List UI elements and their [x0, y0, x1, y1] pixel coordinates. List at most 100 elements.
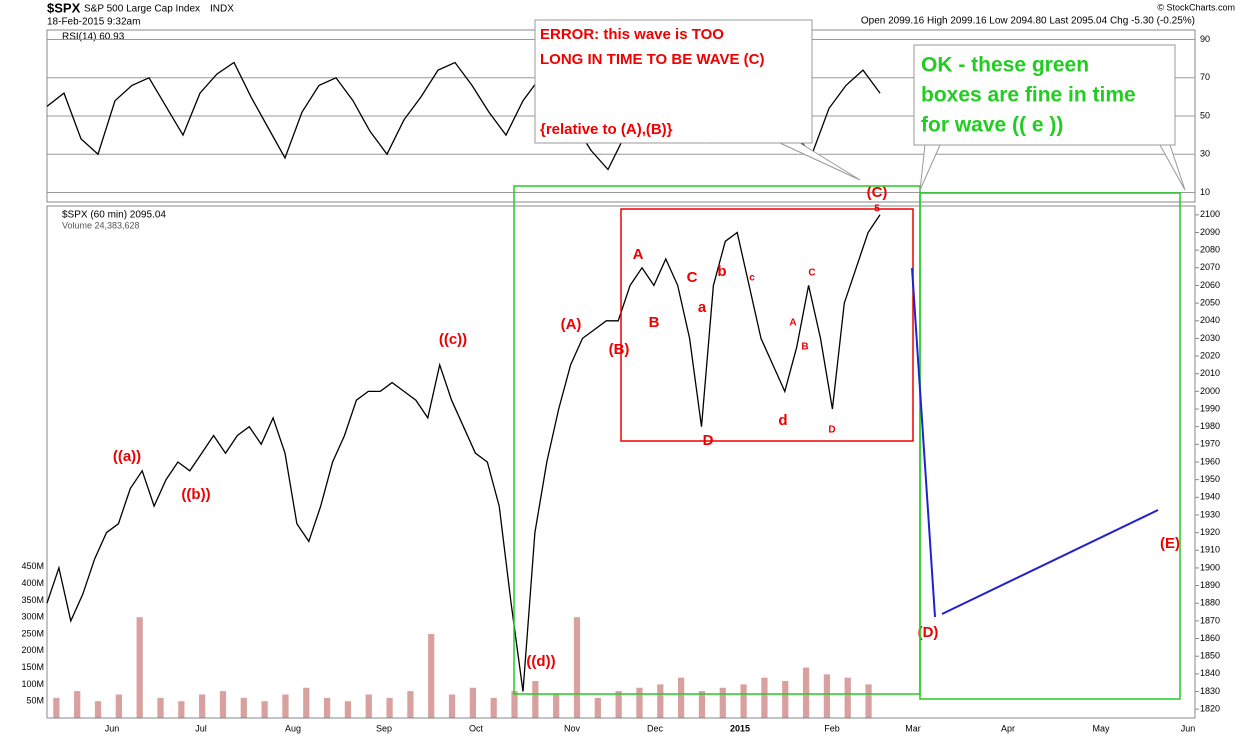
x-tick-label: May	[1092, 723, 1110, 733]
wave-label: b	[717, 263, 726, 280]
volume-bar	[823, 674, 831, 718]
y-tick-label: 2060	[1200, 280, 1220, 290]
y-tick-label: 1980	[1200, 421, 1220, 431]
x-tick-label: Dec	[647, 723, 664, 733]
volume-bar	[802, 667, 810, 718]
volume-bar	[865, 684, 872, 718]
y-tick-label: 10	[1200, 187, 1210, 197]
callout-text: ERROR: this wave is TOO	[540, 26, 724, 43]
volume-bar	[344, 701, 352, 718]
y-tick-label: 1930	[1200, 509, 1220, 519]
volume-bar	[740, 684, 747, 718]
y-tick-label: 1920	[1200, 527, 1220, 537]
y-tick-label: 1970	[1200, 439, 1220, 449]
y-tick-label: 2100	[1200, 209, 1220, 219]
wave-label: d	[778, 412, 787, 429]
wave-label: B	[801, 342, 808, 353]
y-tick-label: 1950	[1200, 474, 1220, 484]
y-tick-label: 90	[1200, 34, 1210, 44]
y-tick-label: 70	[1200, 72, 1210, 82]
volume-bar	[219, 691, 227, 718]
volume-title: Volume 24,383,628	[62, 220, 140, 230]
volume-bar	[407, 691, 414, 718]
y-tick-label: 1870	[1200, 615, 1220, 625]
wave-label: ((d))	[526, 653, 555, 670]
y-tick-label: 1860	[1200, 633, 1220, 643]
y-tick-label: 1990	[1200, 403, 1220, 413]
projection	[941, 509, 1159, 615]
wave-label: (B)	[609, 341, 630, 358]
y-tick-label: 2090	[1200, 227, 1220, 237]
y-tick-label: 1880	[1200, 598, 1220, 608]
volume-bar	[282, 694, 289, 718]
volume-bar	[553, 694, 560, 718]
volume-bar	[157, 697, 164, 718]
volume-bar	[428, 634, 435, 718]
exchange: INDX	[210, 4, 234, 15]
y-tick-label: 30	[1200, 149, 1210, 159]
volume-bar	[532, 681, 539, 718]
volume-bar	[178, 701, 185, 718]
volume-bar	[136, 617, 143, 718]
volume-bar	[573, 617, 581, 718]
callout-text: {relative to (A),(B)}	[540, 121, 673, 138]
y-tick-label: 1940	[1200, 492, 1220, 502]
volume-bar	[115, 694, 122, 718]
y-tick-label: 50M	[26, 696, 44, 706]
wave-label: A	[633, 246, 644, 263]
x-tick-label: 2015	[730, 723, 750, 733]
volume-bar	[365, 694, 372, 718]
callout-text: OK - these green	[921, 54, 1089, 77]
volume-bar	[615, 691, 622, 718]
wave-label: ((b))	[181, 486, 210, 503]
volume-bar	[53, 697, 60, 718]
volume-bar	[636, 687, 643, 718]
y-tick-label: 50	[1200, 110, 1210, 120]
volume-bar	[594, 697, 601, 718]
y-tick-label: 2040	[1200, 315, 1220, 325]
wave-label: a	[698, 299, 707, 316]
x-tick-label: Sep	[376, 723, 392, 733]
x-tick-label: Jun	[1181, 723, 1196, 733]
volume-bar	[240, 697, 247, 718]
x-tick-label: Feb	[824, 723, 840, 733]
y-tick-label: 2050	[1200, 297, 1220, 307]
x-tick-label: Jul	[195, 723, 207, 733]
wave-label: C	[687, 269, 698, 286]
quote: Open 2099.16 High 2099.16 Low 2094.80 La…	[861, 16, 1195, 27]
volume-bar	[677, 677, 685, 718]
callout-text: LONG IN TIME TO BE WAVE (C)	[540, 51, 764, 68]
x-tick-label: Aug	[285, 723, 301, 733]
y-tick-label: 2000	[1200, 386, 1220, 396]
price-title: $SPX (60 min) 2095.04	[62, 210, 166, 221]
y-tick-label: 1850	[1200, 651, 1220, 661]
wave-label: (D)	[918, 624, 939, 641]
wave-label: D	[828, 425, 835, 436]
y-tick-label: 2070	[1200, 262, 1220, 272]
y-tick-label: 1820	[1200, 704, 1220, 714]
wave-label: c	[749, 273, 755, 284]
symbol: $SPX	[47, 0, 81, 15]
y-tick-label: 2010	[1200, 368, 1220, 378]
y-tick-label: 150M	[21, 662, 44, 672]
volume-bar	[303, 687, 310, 718]
price-line	[46, 214, 881, 692]
volume-bar	[261, 701, 268, 718]
index-name: S&P 500 Large Cap Index	[84, 4, 200, 15]
y-tick-label: 400M	[21, 578, 44, 588]
y-tick-label: 450M	[21, 561, 44, 571]
volume-bar	[782, 681, 789, 718]
y-tick-label: 2080	[1200, 245, 1220, 255]
rsi-title: RSI(14) 60.93	[62, 32, 125, 43]
error-callout	[534, 19, 861, 181]
x-tick-label: Jun	[105, 723, 120, 733]
x-tick-label: Nov	[564, 723, 581, 733]
red-box	[620, 208, 914, 442]
wave-label: (C)	[867, 184, 888, 201]
y-tick-label: 350M	[21, 595, 44, 605]
wave-label: ((a))	[113, 448, 141, 465]
y-tick-label: 1840	[1200, 668, 1220, 678]
projection	[911, 267, 936, 618]
wave-label: A	[789, 318, 796, 329]
y-tick-label: 300M	[21, 612, 44, 622]
